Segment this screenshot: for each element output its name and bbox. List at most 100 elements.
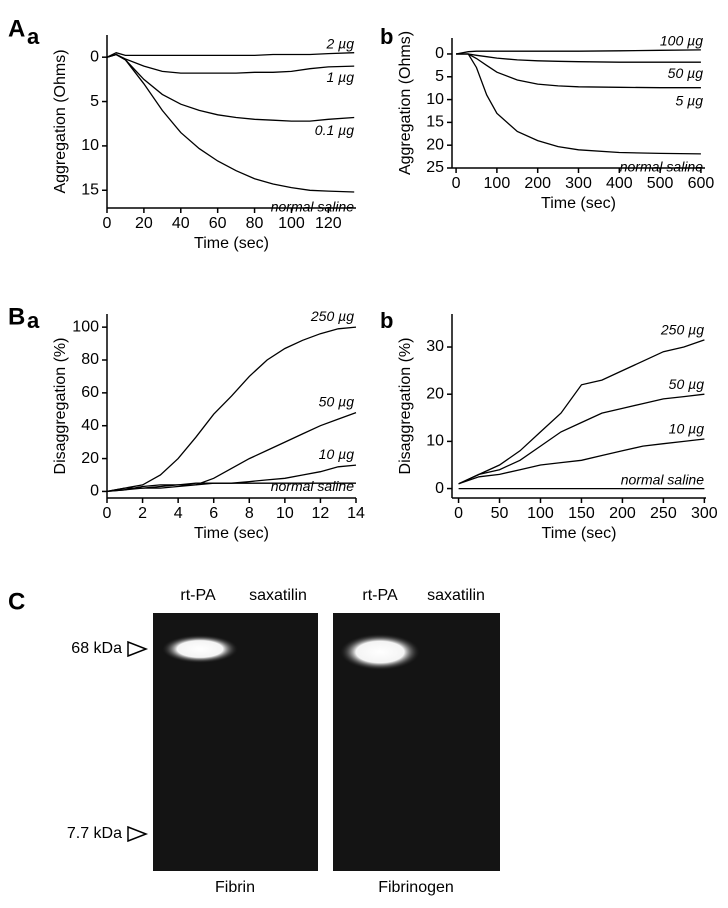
x-tick-label: 150 (568, 505, 595, 522)
marker-label: 68 kDa (71, 640, 122, 657)
gel-title: Fibrinogen (378, 879, 454, 896)
x-tick-label: 200 (609, 505, 636, 522)
marker-arrow (127, 825, 149, 843)
y-tick-label: 5 (90, 93, 99, 110)
x-tick-label: 100 (527, 505, 554, 522)
x-tick-label: 600 (688, 175, 715, 192)
x-tick-label: 120 (315, 215, 342, 232)
x-axis-title: Time (sec) (542, 525, 617, 542)
y-tick-label: 100 (72, 318, 99, 335)
y-tick-label: 0 (90, 483, 99, 500)
panel-label: a (27, 24, 40, 49)
x-tick-label: 0 (103, 215, 112, 232)
y-tick-label: 15 (426, 114, 444, 131)
x-tick-label: 40 (172, 215, 190, 232)
x-tick-label: 12 (312, 505, 330, 522)
series-line (458, 438, 705, 485)
y-tick-label: 0 (435, 480, 444, 497)
lane-label: rt-PA (362, 587, 398, 604)
y-tick-label: 40 (81, 417, 99, 434)
series-label: 50 µg (668, 65, 704, 81)
panel-label: b (380, 308, 393, 333)
x-tick-label: 200 (524, 175, 551, 192)
x-tick-label: 300 (691, 505, 718, 522)
gel-band (162, 635, 238, 663)
x-tick-label: 80 (246, 215, 264, 232)
series-label: 10 µg (669, 421, 705, 437)
y-tick-label: 25 (426, 159, 444, 176)
x-tick-label: 8 (245, 505, 254, 522)
x-tick-label: 4 (174, 505, 183, 522)
y-tick-label: 20 (426, 385, 444, 402)
series-label: 50 µg (669, 376, 705, 392)
y-tick-label: 10 (81, 137, 99, 154)
series-label: normal saline (271, 199, 354, 215)
y-tick-label: 0 (435, 45, 444, 62)
x-axis-title: Time (sec) (194, 525, 269, 542)
series-label: 100 µg (660, 33, 703, 49)
y-axis-title: Aggregation (Ohms) (397, 31, 414, 175)
series-label: normal saline (271, 478, 354, 494)
chart: a 0 20 40 60 80 100 120 0 5 10 15 Time (sec) Aggregat… (27, 24, 356, 252)
series-label: 250 µg (660, 322, 704, 338)
x-tick-label: 50 (491, 505, 509, 522)
series-line (106, 53, 355, 193)
series-line (456, 53, 701, 63)
series-line (456, 53, 701, 89)
series-label: 10 µg (319, 446, 355, 462)
gel-panel: rt-PA saxatilin rt-PA saxatilin 68 kDa 7… (67, 587, 500, 896)
y-tick-label: 80 (81, 351, 99, 368)
section-label: B (8, 303, 25, 330)
series-label: 1 µg (326, 69, 354, 85)
x-tick-label: 300 (565, 175, 592, 192)
x-tick-label: 0 (103, 505, 112, 522)
lane-label: rt-PA (180, 587, 216, 604)
chart: a 0 2 4 6 8 10 12 14 0 20 40 60 80 100 Time (sec) Disagg… (27, 308, 365, 542)
marker-label: 7.7 kDa (67, 825, 122, 842)
y-tick-label: 20 (426, 136, 444, 153)
x-tick-label: 14 (347, 505, 365, 522)
series-label: normal saline (620, 159, 703, 175)
y-tick-label: 5 (435, 68, 444, 85)
chart: b 0 50 100 150 200 250 300 0 10 20 30 Time (sec) Disa… (380, 308, 718, 542)
series-label: normal saline (621, 471, 704, 487)
x-tick-label: 60 (209, 215, 227, 232)
x-tick-label: 20 (135, 215, 153, 232)
x-tick-label: 2 (138, 505, 147, 522)
y-tick-label: 20 (81, 450, 99, 467)
x-tick-label: 100 (484, 175, 511, 192)
y-tick-label: 30 (426, 338, 444, 355)
series-line (106, 482, 356, 493)
series-label: 250 µg (310, 308, 354, 324)
x-tick-label: 10 (276, 505, 294, 522)
chart: b 0 100 200 300 400 500 600 0 5 10 15 20 25 Time (sec)… (380, 24, 714, 212)
lane-label: saxatilin (427, 587, 485, 604)
x-tick-label: 500 (647, 175, 674, 192)
series-line (106, 53, 355, 122)
x-tick-label: 250 (650, 505, 677, 522)
x-tick-label: 0 (454, 505, 463, 522)
marker-arrow (127, 640, 149, 658)
series-label: 2 µg (325, 35, 354, 51)
series-label: 50 µg (319, 393, 355, 409)
series-line (106, 53, 355, 74)
x-tick-label: 400 (606, 175, 633, 192)
series-line (456, 53, 701, 155)
series-line (458, 339, 705, 485)
panel-label: b (380, 24, 393, 49)
section-label: C (8, 588, 25, 615)
y-tick-label: 60 (81, 384, 99, 401)
y-tick-label: 15 (81, 181, 99, 198)
series-line (106, 52, 355, 58)
panel-label: a (27, 308, 40, 333)
x-tick-label: 100 (278, 215, 305, 232)
y-tick-label: 10 (426, 433, 444, 450)
x-axis-title: Time (sec) (194, 235, 269, 252)
series-line (455, 49, 701, 55)
y-axis-title: Aggregation (Ohms) (52, 49, 69, 193)
x-tick-label: 6 (209, 505, 218, 522)
y-tick-label: 10 (426, 91, 444, 108)
x-tick-label: 0 (452, 175, 461, 192)
y-axis-title: Disaggregation (%) (52, 338, 69, 475)
series-line (106, 326, 357, 493)
